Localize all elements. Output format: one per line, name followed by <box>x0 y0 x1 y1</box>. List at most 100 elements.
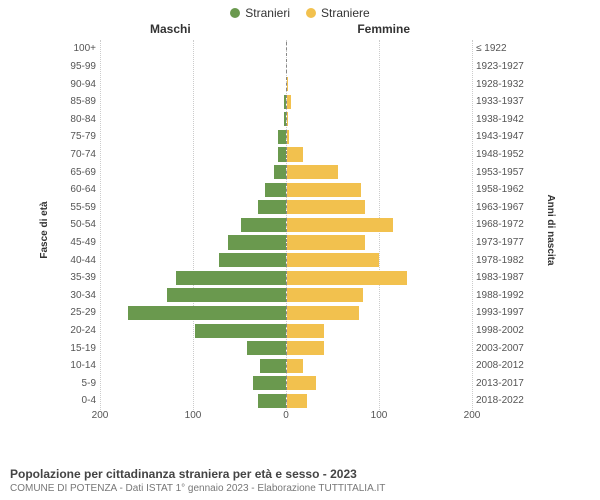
male-bar <box>219 253 286 267</box>
male-half <box>100 218 286 232</box>
female-bar <box>287 235 366 249</box>
birth-label: 1928-1932 <box>472 79 530 90</box>
age-row: 70-741948-1952 <box>60 146 530 164</box>
age-label: 95-99 <box>60 61 100 72</box>
female-swatch <box>306 8 316 18</box>
female-bar <box>287 183 361 197</box>
x-tick: 100 <box>371 410 388 421</box>
female-half <box>286 341 473 355</box>
male-half <box>100 42 286 56</box>
male-half <box>100 394 286 408</box>
age-row: 40-441978-1982 <box>60 251 530 269</box>
x-tick: 200 <box>464 410 481 421</box>
age-label: 60-64 <box>60 184 100 195</box>
birth-label: 1968-1972 <box>472 219 530 230</box>
female-bar <box>287 271 408 285</box>
birth-label: 1938-1942 <box>472 114 530 125</box>
male-bar <box>128 306 286 320</box>
age-label: 90-94 <box>60 79 100 90</box>
female-bar <box>287 112 289 126</box>
legend-female: Straniere <box>306 6 370 20</box>
age-label: 100+ <box>60 43 100 54</box>
male-bar <box>247 341 286 355</box>
female-half <box>286 271 473 285</box>
age-row: 75-791943-1947 <box>60 128 530 146</box>
female-bar <box>287 394 307 408</box>
male-half <box>100 341 286 355</box>
age-row: 35-391983-1987 <box>60 269 530 287</box>
legend-male: Stranieri <box>230 6 290 20</box>
birth-label: 1988-1992 <box>472 290 530 301</box>
birth-label: 1978-1982 <box>472 255 530 266</box>
birth-label: 1983-1987 <box>472 272 530 283</box>
male-swatch <box>230 8 240 18</box>
female-half <box>286 183 473 197</box>
female-half <box>286 95 473 109</box>
female-half <box>286 324 473 338</box>
y-axis-title-left: Fasce di età <box>39 201 50 258</box>
female-half <box>286 359 473 373</box>
female-half <box>286 77 473 91</box>
birth-label: 1993-1997 <box>472 307 530 318</box>
male-half <box>100 112 286 126</box>
age-row: 0-4 2018-2022 <box>60 392 530 410</box>
birth-label: 1958-1962 <box>472 184 530 195</box>
female-bar <box>287 341 324 355</box>
age-row: 60-64 1958-1962 <box>60 181 530 199</box>
age-label: 80-84 <box>60 114 100 125</box>
birth-label: 1953-1957 <box>472 167 530 178</box>
female-bar <box>287 324 324 338</box>
age-row: 90-94 1928-1932 <box>60 75 530 93</box>
female-half <box>286 218 473 232</box>
female-half <box>286 59 473 73</box>
age-label: 70-74 <box>60 149 100 160</box>
male-half <box>100 376 286 390</box>
age-label: 20-24 <box>60 325 100 336</box>
chart-subtitle: COMUNE DI POTENZA - Dati ISTAT 1° gennai… <box>10 483 590 494</box>
female-bar <box>287 77 289 91</box>
female-half <box>286 112 473 126</box>
male-bar <box>241 218 286 232</box>
age-row: 100+ ≤ 1922 <box>60 40 530 58</box>
birth-label: 2018-2022 <box>472 395 530 406</box>
female-half <box>286 253 473 267</box>
birth-label: 1973-1977 <box>472 237 530 248</box>
age-label: 45-49 <box>60 237 100 248</box>
female-half <box>286 147 473 161</box>
legend-male-label: Stranieri <box>245 6 290 20</box>
male-half <box>100 306 286 320</box>
female-half <box>286 130 473 144</box>
male-bar <box>167 288 286 302</box>
male-bar <box>260 359 286 373</box>
y-axis-title-right: Anni di nascita <box>545 194 556 265</box>
age-row: 30-341988-1992 <box>60 287 530 305</box>
age-row: 10-142008-2012 <box>60 357 530 375</box>
male-half <box>100 253 286 267</box>
male-half <box>100 288 286 302</box>
birth-label: ≤ 1922 <box>472 43 530 54</box>
chart-title: Popolazione per cittadinanza straniera p… <box>10 467 590 481</box>
male-bar <box>258 200 286 214</box>
x-tick: 200 <box>92 410 109 421</box>
female-half <box>286 42 473 56</box>
x-tick: 100 <box>185 410 202 421</box>
male-half <box>100 324 286 338</box>
x-axis: 2001000100200 <box>100 410 472 426</box>
age-label: 5-9 <box>60 378 100 389</box>
male-bar <box>265 183 285 197</box>
panel-label-female: Femmine <box>357 22 410 36</box>
birth-label: 1963-1967 <box>472 202 530 213</box>
male-half <box>100 147 286 161</box>
male-half <box>100 165 286 179</box>
male-half <box>100 183 286 197</box>
age-label: 0-4 <box>60 395 100 406</box>
male-bar <box>278 130 285 144</box>
male-half <box>100 200 286 214</box>
age-row: 55-591963-1967 <box>60 198 530 216</box>
legend-female-label: Straniere <box>321 6 370 20</box>
age-label: 25-29 <box>60 307 100 318</box>
female-half <box>286 235 473 249</box>
male-half <box>100 130 286 144</box>
female-half <box>286 165 473 179</box>
age-row: 95-991923-1927 <box>60 58 530 76</box>
